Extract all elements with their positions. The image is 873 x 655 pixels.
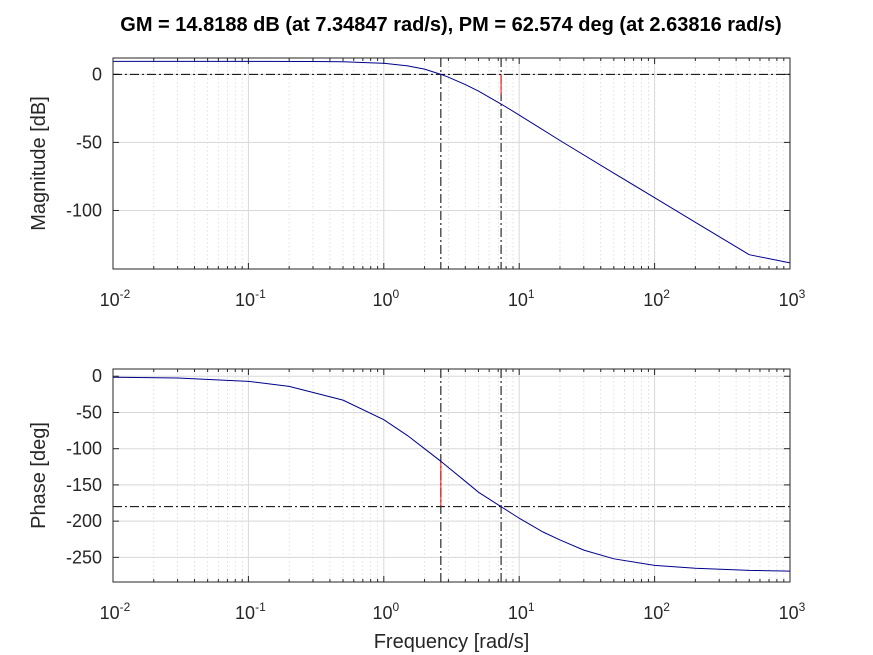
magnitude-y-axis-label: Magnitude [dB] — [28, 96, 50, 231]
magnitude-y-tick-label: -50 — [76, 132, 102, 152]
phase-y-tick-label: -200 — [66, 511, 102, 531]
tick-exponent: 0 — [392, 287, 399, 301]
tick-base: 10 — [235, 290, 255, 310]
magnitude-y-tick-label: 0 — [92, 64, 102, 84]
magnitude-minor-grid — [153, 58, 785, 269]
tick-exponent: 3 — [799, 600, 806, 614]
tick-exponent: -2 — [120, 600, 131, 614]
tick-exponent: 2 — [663, 600, 670, 614]
magnitude-x-tick-label: 103 — [779, 287, 806, 310]
tick-base: 10 — [508, 290, 528, 310]
tick-exponent: 0 — [392, 600, 399, 614]
tick-exponent: 1 — [528, 287, 535, 301]
tick-base: 10 — [643, 290, 663, 310]
tick-exponent: 3 — [799, 287, 806, 301]
phase-axes-frame — [112, 368, 791, 583]
magnitude-y-tick-label: -100 — [66, 200, 102, 220]
magnitude-x-tick-label: 102 — [643, 287, 670, 310]
phase-x-tick-label: 10-2 — [100, 600, 131, 623]
magnitude-x-tick-label: 10-2 — [100, 287, 131, 310]
tick-base: 10 — [508, 603, 528, 623]
tick-base: 10 — [100, 290, 120, 310]
phase-y-tick-label: 0 — [92, 366, 102, 386]
chart-title: GM = 14.8188 dB (at 7.34847 rad/s), PM =… — [120, 14, 781, 36]
phase-x-axis-label: Frequency [rad/s] — [374, 631, 530, 653]
phase-y-tick-label: -250 — [66, 547, 102, 567]
magnitude-x-tick-label: 100 — [372, 287, 399, 310]
magnitude-response-line — [112, 60, 791, 264]
tick-base: 10 — [100, 603, 120, 623]
tick-base: 10 — [779, 290, 799, 310]
phase-y-tick-label: -50 — [76, 402, 102, 422]
tick-base: 10 — [643, 603, 663, 623]
phase-x-tick-label: 100 — [372, 600, 399, 623]
tick-base: 10 — [372, 290, 392, 310]
magnitude-x-tick-label: 10-1 — [235, 287, 266, 310]
tick-base: 10 — [779, 603, 799, 623]
tick-exponent: 2 — [663, 287, 670, 301]
phase-x-tick-label: 10-1 — [235, 600, 266, 623]
tick-exponent: -1 — [255, 287, 266, 301]
phase-x-tick-label: 101 — [508, 600, 535, 623]
tick-base: 10 — [235, 603, 255, 623]
phase-panel: 10-2 10-1 100 101 102 1030-50-100-150-200-250… — [28, 366, 806, 653]
phase-minor-grid — [153, 369, 785, 582]
phase-x-tick-label: 103 — [779, 600, 806, 623]
tick-exponent: 1 — [528, 600, 535, 614]
phase-y-tick-label: -100 — [66, 439, 102, 459]
phase-y-tick-label: -150 — [66, 475, 102, 495]
phase-y-axis-label: Phase [deg] — [28, 422, 50, 529]
tick-base: 10 — [372, 603, 392, 623]
tick-exponent: -1 — [255, 600, 266, 614]
tick-exponent: -2 — [120, 287, 131, 301]
phase-response-line — [112, 376, 791, 572]
phase-x-tick-label: 102 — [643, 600, 670, 623]
magnitude-x-tick-label: 101 — [508, 287, 535, 310]
magnitude-axes-frame — [112, 57, 791, 270]
